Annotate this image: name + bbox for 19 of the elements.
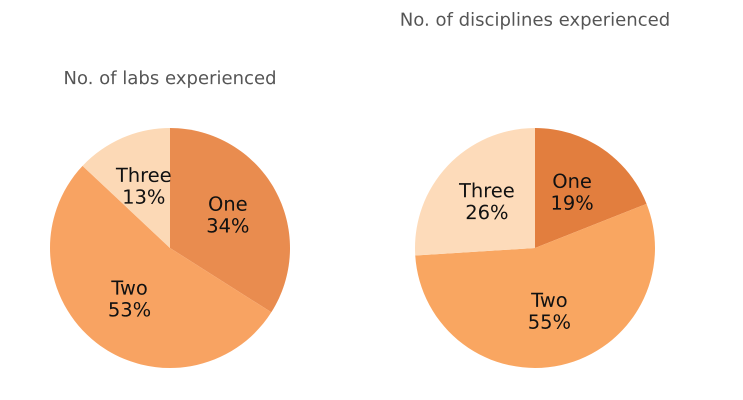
pie-slice <box>82 128 170 248</box>
chart-title: No. of disciplines experienced <box>402 12 669 30</box>
slice-label: Two <box>111 280 147 295</box>
slice-label: Two <box>531 292 567 308</box>
data-label: 13% <box>124 189 164 204</box>
pie-slice <box>535 128 647 248</box>
data-label: 26% <box>466 204 508 220</box>
data-label: 53% <box>109 302 150 317</box>
chart-title: No. of labs experienced <box>65 70 275 88</box>
data-label: 34% <box>208 218 248 233</box>
data-label: 19% <box>552 195 593 210</box>
slice-label: One <box>209 196 247 211</box>
slice-label: One <box>553 173 591 188</box>
pie-slice <box>170 128 290 312</box>
slice-label: Three <box>458 182 514 198</box>
slice-label: Three <box>116 167 171 182</box>
pie-slice <box>50 166 272 368</box>
pie-slice <box>415 128 535 256</box>
data-label: 55% <box>529 314 570 329</box>
